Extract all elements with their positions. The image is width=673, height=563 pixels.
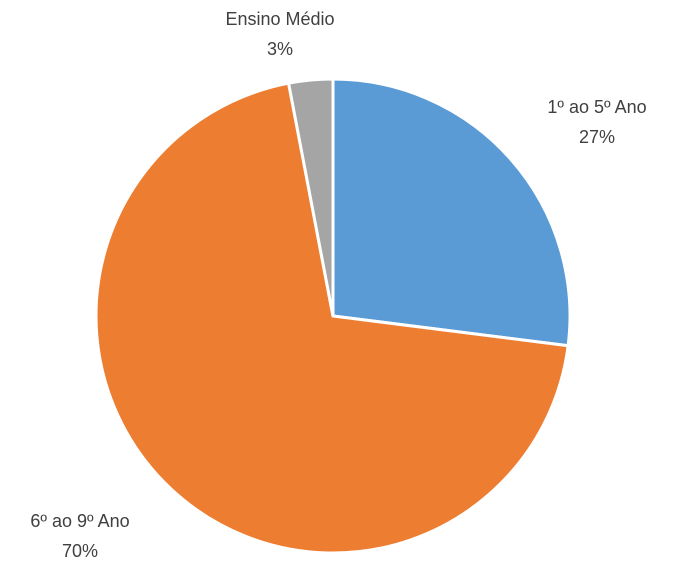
pie-slice <box>286 77 335 317</box>
category-label: Ensino Médio <box>225 9 334 29</box>
category-label: 1º ao 5º Ano <box>547 97 646 117</box>
value-label: 3% <box>267 39 293 59</box>
value-label: 70% <box>62 541 98 561</box>
category-label: 6º ao 9º Ano <box>30 511 129 531</box>
value-label: 27% <box>579 127 615 147</box>
pie-slice <box>331 77 572 348</box>
pie-slice <box>94 81 570 555</box>
